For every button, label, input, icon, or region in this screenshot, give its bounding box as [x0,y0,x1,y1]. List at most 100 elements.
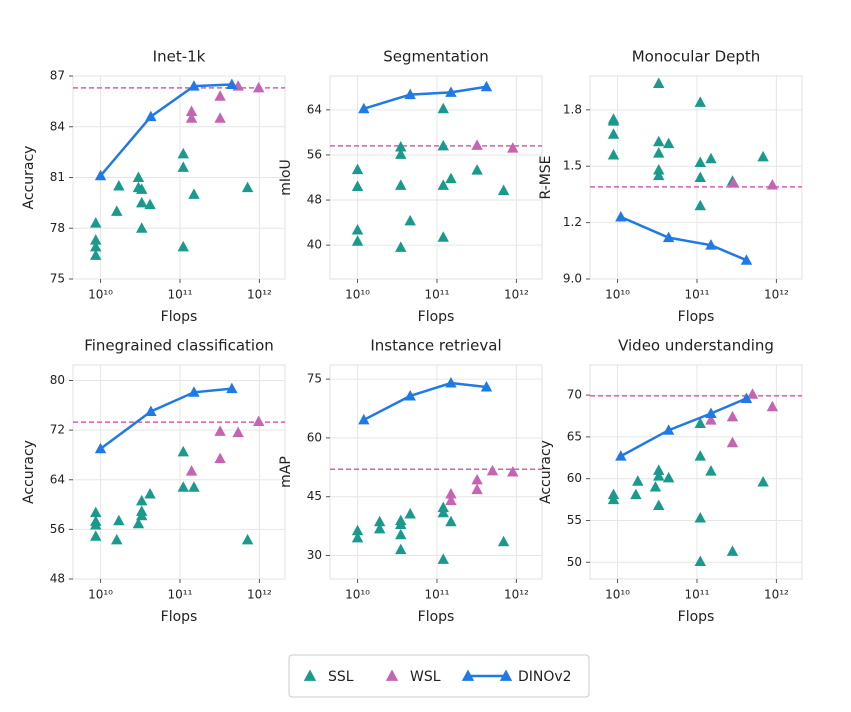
y-tick-label: 30 [307,548,322,562]
y-axis-label: mAP [278,456,294,488]
marker [507,142,519,153]
y-axis-label: mIoU [278,159,294,196]
marker [726,436,739,448]
series-line [99,387,232,450]
marker [630,488,642,500]
marker [486,464,499,476]
x-tick-label: 10¹¹ [168,288,193,302]
marker [445,86,457,97]
legend-marker [499,669,513,681]
marker [705,152,717,164]
marker [94,442,107,454]
marker [241,181,254,193]
marker [111,533,123,545]
marker [445,377,457,388]
marker [694,555,706,566]
x-tick-label: 10¹⁰ [605,288,630,302]
marker [653,135,665,147]
series-line [363,85,487,110]
legend-label: DINOv2 [518,669,572,685]
x-tick-label: 10¹² [247,588,272,602]
marker [766,179,779,190]
marker [395,148,407,159]
y-axis-label: Accuracy [538,440,554,504]
y-tick-label: 84 [50,119,65,133]
marker [351,180,364,192]
x-tick-label: 10¹⁰ [345,588,370,602]
y-tick-label: 48 [50,572,65,586]
series-line [99,83,232,177]
x-tick-label: 10¹² [504,588,529,602]
y-tick-label: 72 [50,423,65,437]
y-tick-label: 55 [567,513,582,527]
y-axis-label: Accuracy [21,146,37,210]
marker [705,239,717,250]
marker [437,139,449,151]
marker [395,518,407,530]
series-line [620,215,747,262]
y-tick-label: 87 [50,69,65,83]
x-tick-label: 10¹⁰ [88,588,113,602]
marker [694,199,706,211]
marker [111,205,123,216]
legend-marker [461,669,475,681]
marker [144,198,156,210]
marker [694,417,706,429]
marker [497,184,510,195]
legend-marker [385,669,399,681]
marker [437,179,449,190]
marker [507,466,519,477]
marker [437,553,449,564]
y-tick-label: 81 [50,170,65,184]
y-tick-label: 80 [50,373,65,387]
marker [694,96,706,107]
marker [351,524,364,536]
y-tick-label: 64 [50,472,65,486]
y-tick-label: 60 [567,471,582,485]
marker [395,528,407,540]
marker [177,240,189,252]
marker [607,148,620,160]
y-tick-label: 50 [567,555,582,569]
marker [214,90,226,101]
marker [694,171,706,182]
marker [662,471,675,483]
marker [351,235,364,246]
marker [136,494,148,506]
marker [471,139,483,150]
marker [185,112,198,123]
marker [226,382,238,394]
marker [480,380,493,392]
x-tick-label: 10¹¹ [425,288,450,302]
marker [653,499,665,510]
y-tick-label: 48 [307,193,322,207]
marker [445,172,457,184]
y-tick-label: 75 [307,372,322,386]
marker [471,483,483,495]
x-tick-label: 10¹¹ [685,288,710,302]
y-tick-label: 1.2 [563,215,582,229]
marker [90,240,102,252]
marker [177,445,189,457]
marker [241,533,254,545]
marker [90,217,102,228]
marker [113,179,125,191]
marker [395,179,407,190]
marker [136,505,148,516]
marker [726,410,739,422]
marker [404,214,416,226]
marker [145,405,157,417]
marker [471,473,483,485]
marker [740,392,753,403]
marker [615,450,627,461]
marker [177,147,189,159]
marker [214,452,226,464]
chart-title: Inet-1k [153,48,206,66]
marker [404,389,416,401]
legend-label: SSL [328,669,354,685]
y-tick-label: 9.0 [563,272,582,286]
marker [404,88,416,100]
marker [757,476,769,487]
marker [90,506,102,518]
